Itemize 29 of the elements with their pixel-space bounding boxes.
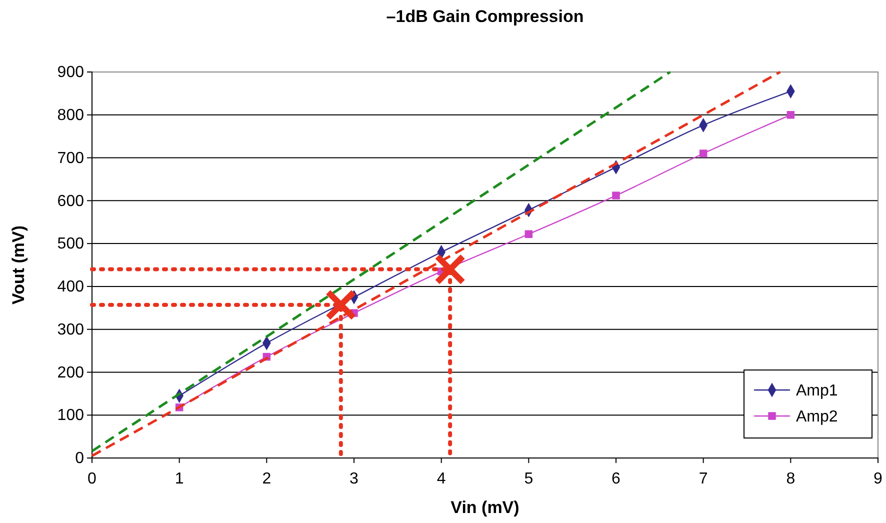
x-tick-label: 1: [174, 470, 184, 488]
x-tick-label: 3: [350, 470, 359, 488]
y-axis-title: Vout (mV): [9, 225, 28, 305]
y-tick-label: 100: [57, 407, 84, 424]
x-tick-label: 4: [436, 470, 446, 488]
x-tick-label: 0: [88, 470, 97, 488]
point: [524, 230, 533, 238]
point: [786, 111, 795, 119]
point: [612, 192, 620, 200]
y-tick-label: 0: [75, 450, 84, 468]
y-tick-label: 200: [57, 364, 84, 382]
y-tick-label: 700: [57, 150, 84, 167]
y-tick-label: 400: [57, 278, 84, 296]
y-tick-label: 800: [57, 107, 84, 124]
x-axis-title: Vin (mV): [450, 498, 520, 517]
x-tick-label: 5: [524, 470, 534, 488]
y-tick-label: 300: [57, 321, 84, 338]
x-tick-label: 7: [698, 470, 708, 488]
x-tick-label: 6: [612, 470, 621, 488]
chart-title: –1dB Gain Compression: [386, 7, 584, 26]
x-tick-label: 9: [874, 470, 883, 488]
x-tick-label: 8: [786, 470, 796, 488]
legend-label: Amp2: [796, 408, 838, 426]
y-tick-label: 500: [57, 236, 84, 253]
y-tick-label: 900: [57, 64, 84, 82]
x-tick-label: 2: [262, 470, 272, 488]
legend-label: Amp1: [796, 382, 838, 400]
y-tick-label: 600: [57, 192, 84, 210]
point: [699, 150, 708, 158]
